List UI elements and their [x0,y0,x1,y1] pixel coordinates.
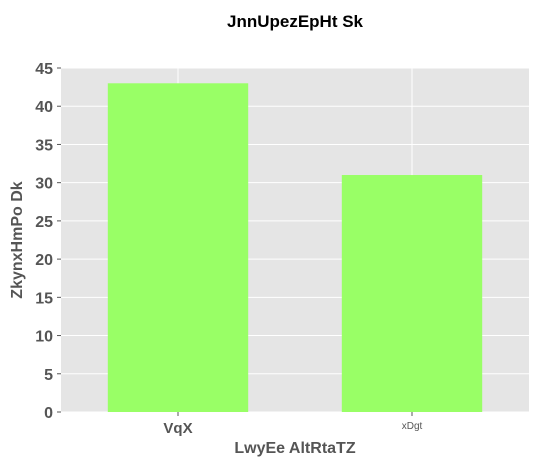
bars [107,83,483,413]
bar-xDgt [341,175,483,412]
y-tick-label: 0 [44,405,53,422]
y-tick-label: 15 [35,290,53,307]
y-tick-label: 30 [35,176,53,193]
bar-VqX [107,83,249,413]
x-tick-label: xDgt [402,421,423,432]
chart-title: JnnUpezEpHt Sk [227,12,364,31]
y-tick-label: 20 [35,252,53,269]
x-axis-ticks: VqX xDgt [163,412,423,437]
y-tick-label: 25 [35,214,53,231]
y-tick-label: 10 [35,329,53,346]
x-tick-label: VqX [163,420,192,437]
y-tick-label: 35 [35,137,53,154]
y-tick-label: 40 [35,99,53,116]
y-axis-ticks: 0 5 10 15 20 25 30 35 40 45 [35,61,61,422]
x-axis-label: LwyEe AltRtaTZ [234,440,355,457]
y-tick-label: 45 [35,61,53,78]
y-tick-label: 5 [44,367,53,384]
y-axis-label: ZkynxHmPo Dk [9,181,26,298]
